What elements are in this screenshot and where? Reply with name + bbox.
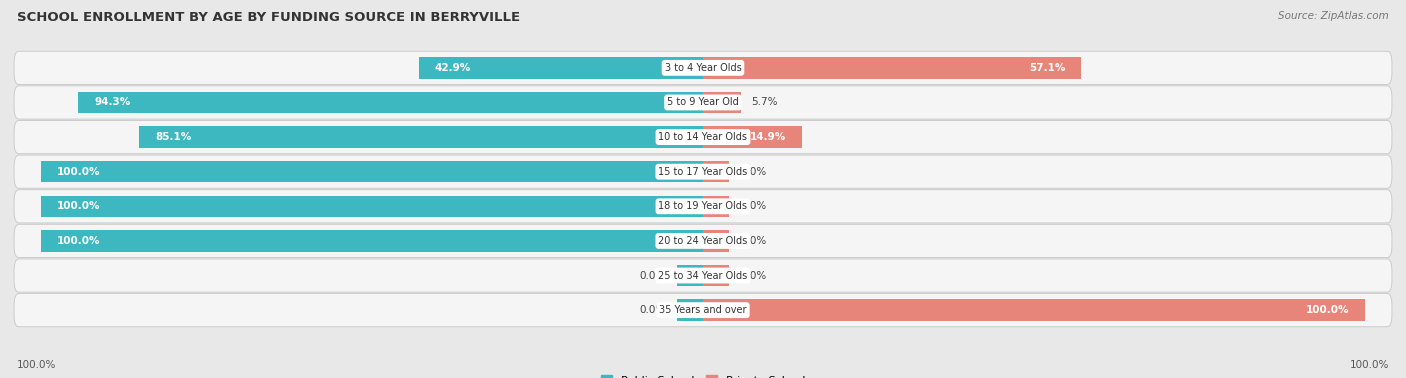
Text: SCHOOL ENROLLMENT BY AGE BY FUNDING SOURCE IN BERRYVILLE: SCHOOL ENROLLMENT BY AGE BY FUNDING SOUR… — [17, 11, 520, 24]
Bar — [703, 230, 730, 252]
Bar — [41, 230, 703, 252]
Bar — [419, 57, 703, 79]
FancyBboxPatch shape — [14, 86, 1392, 119]
FancyBboxPatch shape — [14, 190, 1392, 223]
Bar — [703, 161, 730, 183]
Text: 18 to 19 Year Olds: 18 to 19 Year Olds — [658, 201, 748, 211]
Text: 57.1%: 57.1% — [1029, 63, 1066, 73]
Bar — [139, 126, 703, 148]
Text: 0.0%: 0.0% — [740, 201, 766, 211]
Bar — [703, 265, 730, 286]
Bar — [703, 57, 1081, 79]
FancyBboxPatch shape — [14, 294, 1392, 327]
Text: 10 to 14 Year Olds: 10 to 14 Year Olds — [658, 132, 748, 142]
Bar — [676, 265, 703, 286]
Text: 15 to 17 Year Olds: 15 to 17 Year Olds — [658, 167, 748, 177]
Text: 0.0%: 0.0% — [740, 271, 766, 280]
Text: 100.0%: 100.0% — [56, 201, 100, 211]
Text: 100.0%: 100.0% — [17, 361, 56, 370]
Text: 94.3%: 94.3% — [94, 98, 131, 107]
Text: 5 to 9 Year Old: 5 to 9 Year Old — [666, 98, 740, 107]
FancyBboxPatch shape — [14, 259, 1392, 292]
Text: 14.9%: 14.9% — [749, 132, 786, 142]
FancyBboxPatch shape — [14, 51, 1392, 84]
Text: 25 to 34 Year Olds: 25 to 34 Year Olds — [658, 271, 748, 280]
Text: 100.0%: 100.0% — [56, 236, 100, 246]
Text: 0.0%: 0.0% — [740, 236, 766, 246]
Text: 42.9%: 42.9% — [434, 63, 471, 73]
Text: 85.1%: 85.1% — [155, 132, 191, 142]
Bar — [676, 299, 703, 321]
FancyBboxPatch shape — [14, 121, 1392, 154]
Text: 100.0%: 100.0% — [1306, 305, 1350, 315]
Legend: Public School, Private School: Public School, Private School — [596, 371, 810, 378]
Bar — [703, 299, 1365, 321]
Bar — [79, 92, 703, 113]
Text: 0.0%: 0.0% — [740, 167, 766, 177]
Text: 5.7%: 5.7% — [751, 98, 778, 107]
Text: Source: ZipAtlas.com: Source: ZipAtlas.com — [1278, 11, 1389, 21]
Bar — [41, 161, 703, 183]
Text: 100.0%: 100.0% — [56, 167, 100, 177]
Bar — [703, 92, 741, 113]
Bar — [703, 126, 801, 148]
FancyBboxPatch shape — [14, 224, 1392, 257]
Text: 35 Years and over: 35 Years and over — [659, 305, 747, 315]
Text: 3 to 4 Year Olds: 3 to 4 Year Olds — [665, 63, 741, 73]
Text: 0.0%: 0.0% — [640, 305, 666, 315]
Bar — [703, 195, 730, 217]
Bar — [41, 195, 703, 217]
Text: 100.0%: 100.0% — [1350, 361, 1389, 370]
FancyBboxPatch shape — [14, 155, 1392, 188]
Text: 20 to 24 Year Olds: 20 to 24 Year Olds — [658, 236, 748, 246]
Text: 0.0%: 0.0% — [640, 271, 666, 280]
